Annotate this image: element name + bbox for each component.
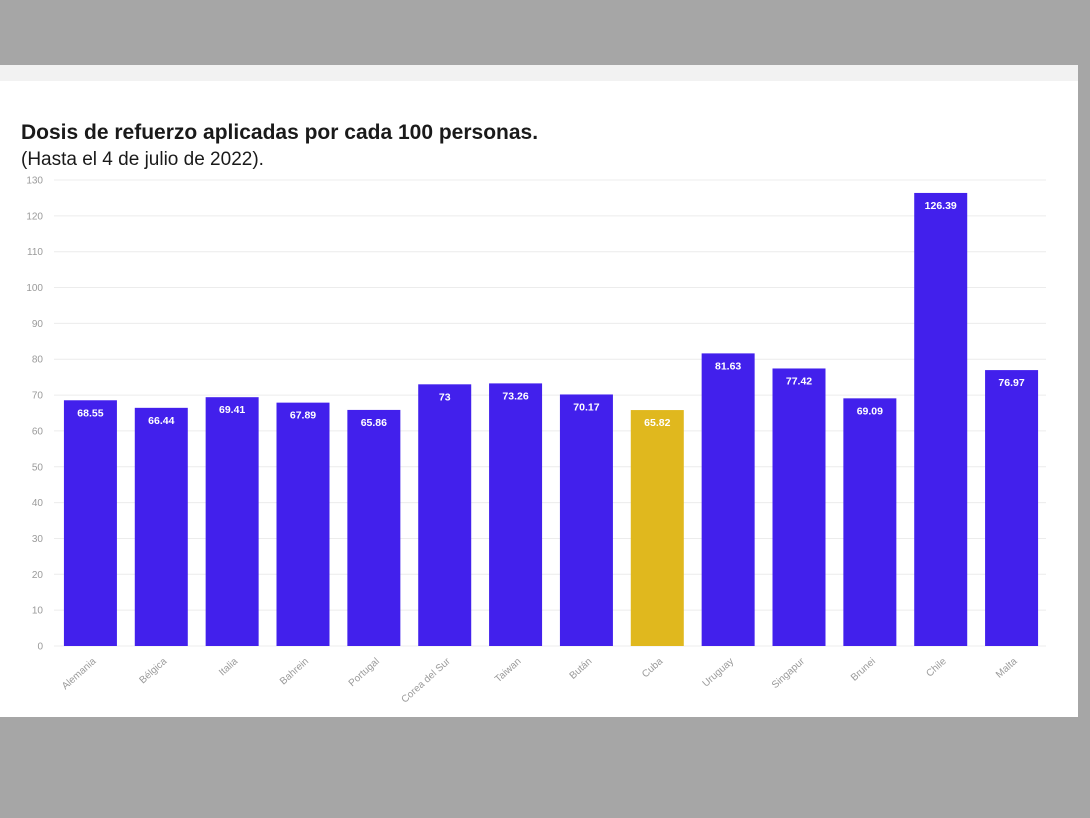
y-tick-label: 80 bbox=[32, 355, 44, 366]
data-label: 73.26 bbox=[502, 390, 528, 402]
x-tick-label: Portugal bbox=[347, 656, 382, 689]
y-tick-label: 40 bbox=[32, 498, 44, 509]
x-tick-label: Singapur bbox=[770, 656, 808, 691]
y-tick-label: 130 bbox=[26, 176, 43, 187]
data-label: 73 bbox=[439, 391, 451, 403]
bar bbox=[418, 384, 472, 646]
y-tick-label: 100 bbox=[26, 283, 43, 294]
data-label: 77.42 bbox=[786, 375, 812, 387]
x-tick-label: Malta bbox=[994, 656, 1020, 681]
bar bbox=[205, 397, 259, 646]
x-tick-label: Chile bbox=[924, 656, 949, 680]
bar bbox=[489, 383, 543, 646]
x-tick-label: Italia bbox=[217, 656, 240, 679]
chart-subtitle: (Hasta el 4 de julio de 2022). bbox=[21, 149, 264, 170]
y-tick-label: 30 bbox=[32, 534, 44, 545]
data-label: 66.44 bbox=[148, 415, 174, 427]
data-label: 70.17 bbox=[573, 401, 599, 413]
y-tick-label: 110 bbox=[27, 247, 43, 258]
bar bbox=[772, 368, 826, 646]
bar bbox=[630, 410, 684, 646]
y-tick-label: 60 bbox=[32, 426, 44, 437]
bar bbox=[843, 398, 897, 646]
y-tick-label: 0 bbox=[37, 642, 43, 653]
data-label: 69.09 bbox=[857, 405, 883, 417]
data-label: 65.82 bbox=[644, 417, 670, 429]
bar bbox=[985, 370, 1039, 646]
y-tick-label: 50 bbox=[32, 462, 44, 473]
chart-title: Dosis de refuerzo aplicadas por cada 100… bbox=[21, 121, 539, 144]
bar bbox=[276, 402, 330, 646]
y-tick-label: 10 bbox=[32, 606, 44, 617]
data-label: 76.97 bbox=[998, 377, 1024, 389]
x-tick-label: Uruguay bbox=[701, 656, 736, 689]
x-tick-label: Brunei bbox=[849, 656, 878, 684]
bar bbox=[914, 192, 968, 646]
bar bbox=[701, 353, 755, 646]
y-tick-label: 90 bbox=[32, 319, 44, 330]
x-tick-label: Cuba bbox=[640, 656, 665, 680]
data-label: 68.55 bbox=[77, 407, 103, 419]
x-tick-label: Taiwan bbox=[493, 656, 524, 685]
data-label: 81.63 bbox=[715, 360, 741, 372]
x-tick-label: Bahrein bbox=[278, 656, 311, 687]
y-tick-label: 120 bbox=[26, 211, 43, 222]
bar bbox=[559, 394, 613, 646]
x-tick-label: Bélgica bbox=[138, 656, 170, 686]
y-tick-label: 70 bbox=[32, 391, 44, 402]
y-tick-label: 20 bbox=[32, 570, 44, 581]
x-tick-label: Bután bbox=[568, 656, 595, 682]
bar bbox=[134, 407, 188, 646]
x-tick-label: Corea del Sur bbox=[400, 656, 454, 706]
bar bbox=[347, 409, 401, 646]
data-label: 67.89 bbox=[290, 410, 316, 422]
data-label: 126.39 bbox=[925, 200, 957, 212]
bar bbox=[63, 400, 117, 646]
data-label: 65.86 bbox=[361, 417, 387, 429]
x-tick-label: Alemania bbox=[60, 656, 99, 692]
data-label: 69.41 bbox=[219, 404, 245, 416]
